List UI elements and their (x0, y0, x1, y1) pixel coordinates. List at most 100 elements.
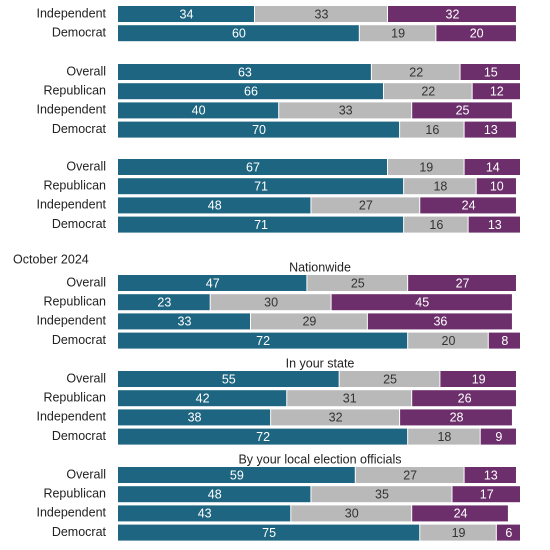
value-label: 23 (157, 295, 171, 309)
value-label: 10 (490, 179, 504, 193)
row-label: Democrat (52, 429, 107, 443)
group-title: By your local election officials (238, 452, 401, 466)
bar-segment (412, 505, 508, 522)
bar-segment (464, 159, 520, 175)
value-label: 18 (437, 430, 451, 444)
bar-segment (118, 332, 408, 349)
bar-segment (359, 25, 436, 42)
value-label: 12 (490, 84, 504, 98)
value-label: 33 (339, 104, 353, 118)
bar-segment (472, 83, 520, 100)
value-label: 25 (456, 104, 470, 118)
value-label: 17 (480, 487, 494, 501)
bar-segment (452, 486, 520, 503)
bar-segment (118, 275, 307, 291)
value-label: 38 (188, 411, 202, 425)
bar-segment (118, 83, 383, 100)
value-label: 19 (419, 160, 433, 174)
row-label: Independent (36, 410, 106, 424)
bar-segment (408, 332, 488, 349)
bar-segment (118, 216, 404, 233)
bar-segment (440, 371, 516, 387)
bar-segment (412, 390, 516, 407)
value-label: 27 (456, 276, 470, 290)
value-label: 71 (254, 218, 268, 232)
value-label: 60 (232, 26, 246, 40)
value-label: 13 (488, 218, 502, 232)
bar-segment (355, 467, 464, 483)
bar-segment (118, 313, 250, 330)
bar-segment (412, 102, 512, 119)
bar-segment (118, 102, 279, 119)
value-label: 8 (501, 334, 508, 348)
bar-segment (255, 6, 388, 22)
value-label: 22 (409, 65, 423, 79)
bar-segment (464, 467, 516, 483)
value-label: 20 (442, 334, 456, 348)
value-label: 13 (484, 468, 498, 482)
row-label: Overall (66, 467, 106, 481)
value-label: 55 (222, 372, 236, 386)
bar-segment (118, 25, 359, 42)
bar-segment (118, 486, 311, 503)
row-label: Republican (43, 83, 106, 97)
value-label: 27 (403, 468, 417, 482)
value-label: 19 (452, 526, 466, 540)
bar-segment (367, 313, 512, 330)
value-label: 75 (262, 526, 276, 540)
value-label: 72 (256, 430, 270, 444)
bar-segment (118, 121, 400, 138)
value-label: 31 (343, 391, 357, 405)
value-label: 66 (244, 84, 258, 98)
bar-segment (118, 390, 287, 407)
value-label: 14 (486, 160, 500, 174)
bar-segment (118, 197, 311, 214)
value-label: 32 (446, 7, 460, 21)
value-label: 19 (472, 372, 486, 386)
bar-segment (271, 409, 400, 426)
value-label: 27 (359, 199, 373, 213)
value-label: 24 (454, 507, 468, 521)
value-label: 29 (302, 315, 316, 329)
row-label: Overall (66, 64, 106, 78)
row-label: Republican (43, 390, 106, 404)
bar-segment (480, 428, 516, 445)
row-label: Independent (36, 103, 106, 117)
value-label: 24 (462, 199, 476, 213)
value-label: 70 (252, 123, 266, 137)
value-label: 13 (484, 123, 498, 137)
value-label: 25 (383, 372, 397, 386)
bar-segment (118, 505, 291, 522)
bar-segment (404, 216, 468, 233)
bar-segment (408, 428, 480, 445)
bar-segment (118, 428, 408, 445)
value-label: 42 (196, 391, 210, 405)
bar-segment (287, 390, 412, 407)
value-label: 32 (329, 411, 343, 425)
row-label: Independent (36, 314, 106, 328)
value-label: 59 (230, 468, 244, 482)
bar-segment (291, 505, 412, 522)
bar-segment (118, 6, 255, 22)
value-label: 16 (429, 218, 443, 232)
bar-segment (476, 178, 516, 195)
bar-segment (420, 524, 496, 541)
value-label: 22 (421, 84, 435, 98)
row-label: Independent (36, 506, 106, 520)
bar-segment (388, 159, 464, 175)
bar-segment (311, 197, 420, 214)
value-label: 6 (505, 526, 512, 540)
row-label: Democrat (52, 333, 107, 347)
value-label: 30 (264, 295, 278, 309)
row-label: Independent (36, 6, 106, 20)
value-label: 71 (254, 179, 268, 193)
bar-segment (331, 294, 512, 311)
value-label: 26 (458, 391, 472, 405)
bar-segment (488, 332, 520, 349)
bar-segment (118, 159, 388, 175)
row-label: Republican (43, 294, 106, 308)
bar-segment (436, 25, 516, 42)
bar-segment (118, 178, 404, 195)
bar-segment (388, 6, 516, 22)
value-label: 67 (246, 160, 260, 174)
